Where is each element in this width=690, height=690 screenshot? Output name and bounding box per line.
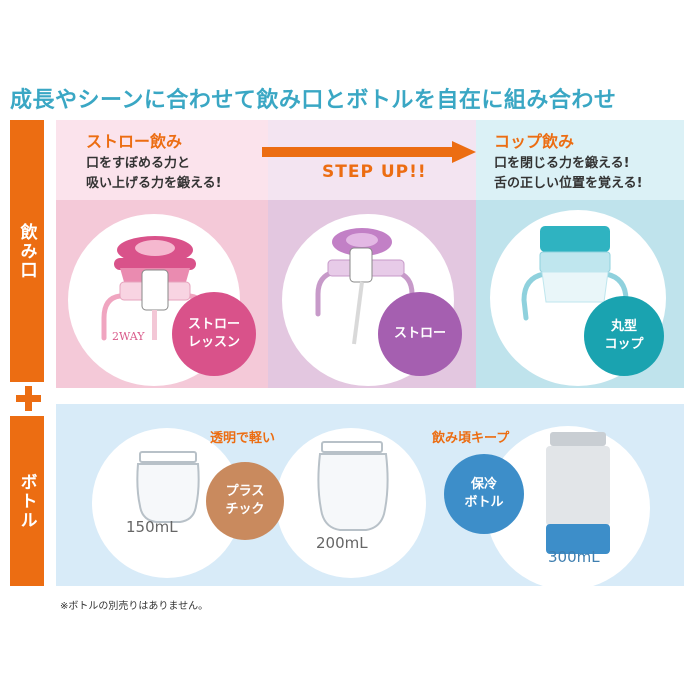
headline: 成長やシーンに合わせて飲み口とボトルを自在に組み合わせ bbox=[10, 88, 617, 113]
straw-line-1: 口をすぼめる力と bbox=[86, 156, 191, 171]
straw-description: 口をすぼめる力と 吸い上げる力を鍛える! bbox=[86, 154, 222, 194]
straw-title: ストロー飲み bbox=[86, 132, 183, 151]
plastic-badge-line-2: チック bbox=[225, 502, 265, 517]
side-label-bottle: ボトル bbox=[10, 416, 44, 586]
bottle-150-icon bbox=[136, 451, 200, 523]
insulated-badge-line-1: 保冷 bbox=[470, 477, 497, 492]
plastic-badge-line-1: プラス bbox=[225, 484, 265, 499]
side-label-bottle-text: ボトル bbox=[16, 472, 37, 530]
round-cup-badge-line-1: 丸型 bbox=[610, 319, 637, 334]
side-label-spout-text: 飲み口 bbox=[16, 222, 37, 280]
insulated-badge: 保冷 ボトル bbox=[444, 454, 524, 534]
cup-line-2: 舌の正しい位置を覚える! bbox=[494, 176, 643, 191]
plus-icon bbox=[14, 384, 42, 412]
step-arrow-icon bbox=[262, 141, 476, 163]
plastic-badge: プラス チック bbox=[206, 462, 284, 540]
clear-light-tag: 透明で軽い bbox=[210, 431, 276, 446]
straw-line-2: 吸い上げる力を鍛える! bbox=[86, 176, 222, 191]
straw-lesson-badge-line-2: レッスン bbox=[187, 335, 240, 350]
straw-badge: ストロー bbox=[378, 292, 462, 376]
straw-badge-text: ストロー bbox=[393, 326, 446, 341]
footnote: ※ボトルの別売りはありません。 bbox=[60, 601, 209, 612]
side-label-spout: 飲み口 bbox=[10, 120, 44, 382]
bottle-200-volume: 200mL bbox=[316, 534, 368, 552]
bottle-300-icon bbox=[546, 432, 610, 554]
cup-title: コップ飲み bbox=[494, 132, 575, 151]
bottle-200-icon bbox=[317, 441, 389, 531]
cup-description: 口を閉じる力を鍛える! 舌の正しい位置を覚える! bbox=[494, 154, 643, 194]
round-cup-badge: 丸型 コップ bbox=[584, 296, 664, 376]
two-way-label: 2WAY bbox=[112, 330, 145, 343]
straw-cup-icon bbox=[101, 236, 209, 341]
cup-line-1: 口を閉じる力を鍛える! bbox=[494, 156, 630, 171]
bottle-150-volume: 150mL bbox=[126, 518, 178, 536]
straw-lesson-badge: ストロー レッスン bbox=[172, 292, 256, 376]
keep-temperature-tag: 飲み頃キープ bbox=[432, 431, 510, 446]
straw-lesson-badge-line-1: ストロー bbox=[187, 317, 240, 332]
round-cup-icon bbox=[521, 226, 629, 321]
bottle-300-volume: 300mL bbox=[548, 548, 600, 566]
round-cup-badge-line-2: コップ bbox=[604, 337, 644, 352]
step-up-label: STEP UP!! bbox=[322, 162, 427, 182]
insulated-badge-line-2: ボトル bbox=[464, 495, 504, 510]
